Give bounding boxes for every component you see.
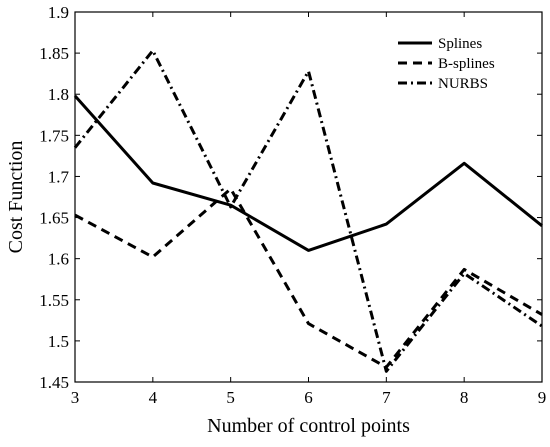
x-tick-label: 3 [71, 388, 80, 407]
legend-label-splines: Splines [438, 36, 482, 52]
series-line-b-splines [74, 187, 543, 369]
y-tick-label: 1.65 [39, 209, 69, 228]
legend-label-b-splines: B-splines [438, 56, 495, 72]
legend: Splines B-splines NURBS [398, 36, 495, 92]
y-tick-label: 1.55 [39, 291, 69, 310]
series-layer [73, 49, 543, 373]
x-axis-title: Number of control points [207, 415, 410, 437]
series-line-splines [73, 94, 543, 252]
legend-label-nurbs: NURBS [438, 76, 488, 92]
y-tick-label: 1.6 [48, 250, 69, 269]
y-tick-label: 1.45 [39, 373, 69, 392]
x-tick-label: 7 [382, 388, 391, 407]
y-tick-label: 1.85 [39, 44, 69, 63]
x-tick-label: 5 [226, 388, 235, 407]
y-tick-label: 1.9 [48, 3, 69, 22]
x-tick-label: 8 [460, 388, 469, 407]
x-tick-label: 6 [304, 388, 313, 407]
x-tick-label: 4 [149, 388, 158, 407]
y-tick-label: 1.5 [48, 332, 69, 351]
y-tick-label: 1.7 [48, 167, 70, 186]
y-axis-title: Cost Function [5, 141, 27, 254]
y-tick-label: 1.8 [48, 85, 69, 104]
y-tick-label: 1.75 [39, 126, 69, 145]
tick-layer: 3 4 5 6 7 8 9 1.45 1.5 1.55 1.6 1.65 1.7 1.75 1.8 1.85 1… [39, 3, 546, 407]
x-tick-label: 9 [538, 388, 547, 407]
